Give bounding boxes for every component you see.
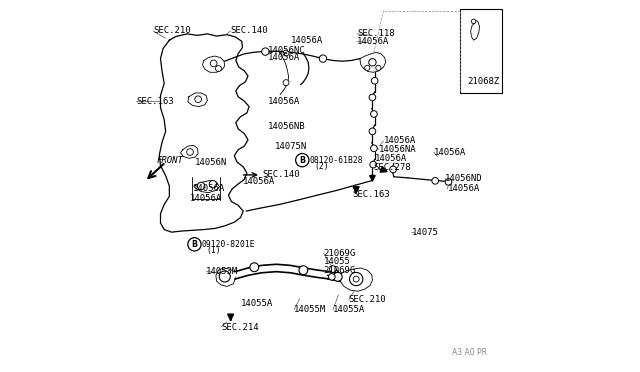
Text: 14056NA: 14056NA <box>379 145 417 154</box>
Text: 14053M: 14053M <box>206 267 239 276</box>
Circle shape <box>376 65 381 70</box>
Text: 14056A: 14056A <box>383 137 416 145</box>
Text: 14056A: 14056A <box>268 97 300 106</box>
Circle shape <box>187 149 193 155</box>
Circle shape <box>333 272 342 281</box>
Text: 14056NC: 14056NC <box>268 46 305 55</box>
Text: 14056A: 14056A <box>243 177 275 186</box>
Circle shape <box>371 111 377 117</box>
Circle shape <box>370 161 376 168</box>
Circle shape <box>216 65 221 71</box>
Text: SEC.210: SEC.210 <box>153 26 191 35</box>
Circle shape <box>197 182 205 190</box>
Text: 14055A: 14055A <box>241 299 273 308</box>
Text: 14056A: 14056A <box>291 36 323 45</box>
Circle shape <box>283 50 289 56</box>
Circle shape <box>432 177 438 184</box>
Text: SEC.140: SEC.140 <box>262 170 300 179</box>
Circle shape <box>371 145 377 152</box>
Circle shape <box>369 94 376 101</box>
Text: 14075: 14075 <box>412 228 438 237</box>
Text: 21069G: 21069G <box>324 249 356 258</box>
Text: 14056A: 14056A <box>190 195 222 203</box>
Text: 08120-61B28: 08120-61B28 <box>310 155 364 165</box>
Text: 14056A: 14056A <box>268 53 300 62</box>
Circle shape <box>472 19 476 23</box>
Text: 14056A: 14056A <box>374 154 407 163</box>
Text: 14056NB: 14056NB <box>268 122 305 131</box>
Circle shape <box>211 60 217 67</box>
Text: (1): (1) <box>206 247 221 256</box>
Text: SEC.278: SEC.278 <box>374 163 411 172</box>
Text: 21068Z: 21068Z <box>468 77 500 86</box>
Text: (2): (2) <box>314 162 329 171</box>
Text: 09120-8201E: 09120-8201E <box>202 240 255 249</box>
Circle shape <box>283 80 289 86</box>
Text: 14056A: 14056A <box>193 185 225 193</box>
Text: SEC.163: SEC.163 <box>353 190 390 199</box>
Circle shape <box>365 65 370 70</box>
Circle shape <box>250 263 259 272</box>
Circle shape <box>299 266 308 275</box>
Circle shape <box>195 96 202 103</box>
Text: SEC.140: SEC.140 <box>230 26 268 35</box>
Circle shape <box>330 266 336 272</box>
Text: 14056A: 14056A <box>357 37 389 46</box>
Text: SEC.214: SEC.214 <box>221 323 259 331</box>
Text: SEC.118: SEC.118 <box>357 29 394 38</box>
Text: 14055A: 14055A <box>333 305 365 314</box>
Circle shape <box>209 180 216 188</box>
Circle shape <box>220 271 230 282</box>
Text: 14055: 14055 <box>324 257 351 266</box>
Circle shape <box>445 179 452 185</box>
Text: 14056N: 14056N <box>195 157 227 167</box>
Text: 14055M: 14055M <box>294 305 326 314</box>
Circle shape <box>353 276 359 282</box>
Text: 14056ND: 14056ND <box>445 174 483 183</box>
Circle shape <box>371 77 378 84</box>
Bar <box>460 9 502 93</box>
Text: SEC.163: SEC.163 <box>136 97 173 106</box>
Circle shape <box>369 128 376 135</box>
Circle shape <box>262 48 269 55</box>
Circle shape <box>188 238 201 251</box>
Circle shape <box>349 272 363 286</box>
Text: 14075N: 14075N <box>275 142 307 151</box>
Circle shape <box>319 55 326 62</box>
Text: SEC.210: SEC.210 <box>349 295 387 304</box>
Text: A3 A0 PR: A3 A0 PR <box>452 348 487 357</box>
Circle shape <box>328 273 335 280</box>
Text: 21069G: 21069G <box>324 266 356 275</box>
Text: B: B <box>300 155 305 165</box>
Circle shape <box>296 154 309 167</box>
Text: 14056A: 14056A <box>447 185 479 193</box>
Circle shape <box>369 59 376 66</box>
Text: FRONT: FRONT <box>157 155 184 164</box>
Circle shape <box>390 166 396 173</box>
Text: B: B <box>191 240 198 249</box>
Text: 14056A: 14056A <box>434 148 466 157</box>
